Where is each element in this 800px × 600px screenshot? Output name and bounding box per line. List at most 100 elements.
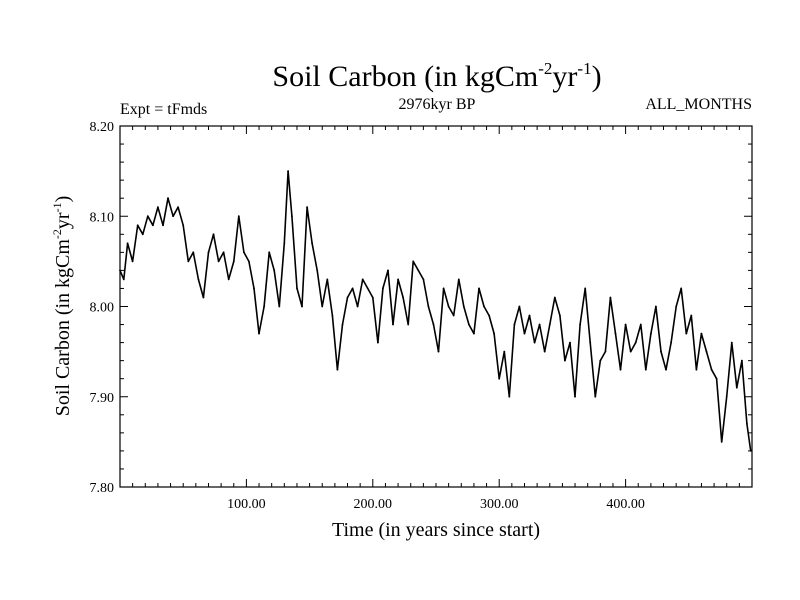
data-point <box>695 368 698 371</box>
data-point <box>283 242 286 245</box>
data-point <box>457 278 460 281</box>
data-point <box>278 305 281 308</box>
data-point <box>182 224 185 227</box>
data-point <box>157 206 159 209</box>
data-point <box>263 305 265 308</box>
x-tick-label: 100.00 <box>227 497 266 512</box>
data-point <box>503 350 506 353</box>
data-point <box>604 350 607 353</box>
data-point <box>402 296 404 299</box>
data-point <box>488 314 490 317</box>
data-point <box>397 278 399 281</box>
data-point <box>192 251 195 254</box>
data-point <box>584 287 587 290</box>
data-point <box>382 287 384 290</box>
data-point <box>248 260 250 263</box>
x-axis-label: Time (in years since start) <box>332 519 540 541</box>
data-point <box>207 251 210 254</box>
data-point <box>746 422 748 425</box>
data-point <box>197 278 200 281</box>
data-point <box>589 341 592 344</box>
data-point <box>422 278 425 281</box>
data-point <box>296 287 298 290</box>
data-point <box>361 278 364 281</box>
data-point <box>619 368 622 371</box>
data-point <box>478 287 480 290</box>
data-point <box>268 251 271 254</box>
data-point <box>442 287 445 290</box>
data-point <box>371 296 374 299</box>
data-point <box>237 215 240 218</box>
data-point <box>730 341 733 344</box>
data-point <box>559 314 561 317</box>
data-point <box>258 332 260 335</box>
data-point <box>452 314 455 317</box>
data-point <box>412 260 415 263</box>
data-point <box>680 287 683 290</box>
y-tick-label: 8.20 <box>90 120 115 135</box>
data-point <box>749 450 752 452</box>
data-point <box>614 332 617 335</box>
data-point <box>548 323 551 326</box>
y-tick-label: 8.10 <box>90 210 115 225</box>
data-point <box>437 350 440 353</box>
data-point <box>700 332 703 335</box>
ylabel-mid: yr <box>52 212 74 229</box>
data-point <box>172 215 175 218</box>
data-point <box>508 395 511 398</box>
data-point <box>685 332 688 335</box>
data-point <box>366 287 369 290</box>
data-point <box>217 260 220 263</box>
title-exponent-1: -2 <box>538 59 552 78</box>
data-point <box>675 305 678 308</box>
data-point <box>705 350 708 353</box>
data-point <box>187 260 190 263</box>
experiment-label: Expt = tFmds <box>120 101 207 118</box>
data-point <box>321 305 324 308</box>
data-point <box>624 323 627 326</box>
data-point <box>473 332 475 335</box>
data-point <box>447 305 450 308</box>
data-point <box>316 269 319 272</box>
data-point <box>523 332 526 335</box>
data-point <box>417 269 420 272</box>
data-point <box>162 224 164 227</box>
y-axis-label: Soil Carbon (in kgCm-2yr-1) <box>50 196 74 417</box>
data-point <box>644 368 647 371</box>
y-tick-label: 8.00 <box>90 301 115 316</box>
data-point <box>690 314 693 317</box>
data-point <box>513 323 516 326</box>
data-point <box>336 368 339 371</box>
data-point <box>387 269 389 272</box>
plot-frame <box>119 125 753 488</box>
data-point <box>141 233 144 236</box>
data-point <box>287 170 289 173</box>
x-tick-label: 200.00 <box>354 497 393 512</box>
data-point <box>538 323 541 326</box>
axis-ticks <box>120 125 752 488</box>
soil-carbon-series-line <box>119 170 752 452</box>
ylabel-close: ) <box>52 196 74 203</box>
data-point <box>291 215 293 218</box>
data-point <box>311 242 313 245</box>
ylabel-exponent-1: -2 <box>50 229 64 239</box>
data-point <box>639 323 642 326</box>
data-point <box>167 197 169 200</box>
data-point <box>202 296 205 299</box>
data-point <box>462 305 465 308</box>
data-point <box>655 305 657 308</box>
chart-title: Soil Carbon (in kgCm-2yr-1) <box>272 59 601 93</box>
data-point <box>177 206 180 209</box>
data-point <box>392 323 394 326</box>
data-point <box>432 323 435 326</box>
data-point <box>212 233 215 236</box>
data-point <box>232 260 235 263</box>
data-point <box>650 332 652 335</box>
data-point <box>122 278 125 281</box>
data-point <box>599 359 602 362</box>
data-point <box>569 341 571 344</box>
data-point <box>152 224 154 227</box>
title-main: Soil Carbon (in kgCm <box>272 60 538 93</box>
data-point <box>427 305 430 308</box>
